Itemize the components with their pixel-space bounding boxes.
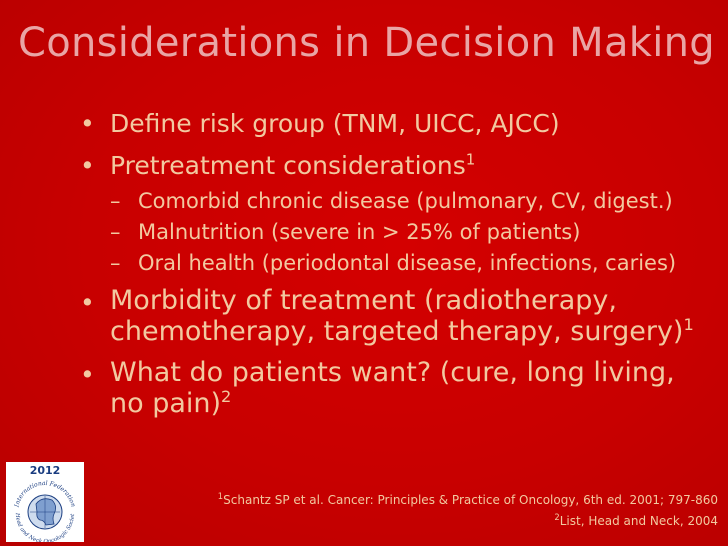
reference-marker: 1 <box>217 491 224 501</box>
reference-1: 1Schantz SP et al. Cancer: Principles & … <box>217 491 718 507</box>
footnote-marker: 2 <box>221 387 232 406</box>
bullet-morbidity: • Morbidity of treatment (radiotherapy, … <box>80 285 710 347</box>
sub-bullet-oral-health: – Oral health (periodontal disease, infe… <box>80 251 710 275</box>
sub-bullet-malnutrition: – Malnutrition (severe in > 25% of patie… <box>80 220 710 244</box>
reference-text: Schantz SP et al. Cancer: Principles & P… <box>223 493 718 507</box>
sub-bullet-text: Comorbid chronic disease (pulmonary, CV,… <box>138 189 673 213</box>
slide-title: Considerations in Decision Making <box>18 20 715 66</box>
sub-bullet-text: Oral health (periodontal disease, infect… <box>138 251 677 275</box>
bullet-marker: • <box>80 151 95 180</box>
sub-bullet-marker: – <box>110 251 121 275</box>
bullet-pretreatment: • Pretreatment considerations1 <box>80 151 710 181</box>
sub-bullet-marker: – <box>110 220 121 244</box>
bullet-text: What do patients want? (cure, long livin… <box>110 357 675 419</box>
bullet-patient-wishes: • What do patients want? (cure, long liv… <box>80 357 710 419</box>
bullet-marker: • <box>80 360 95 389</box>
footnote-marker: 1 <box>683 315 694 334</box>
bullet-risk-group: • Define risk group (TNM, UICC, AJCC) <box>80 109 710 139</box>
bullet-list: • Define risk group (TNM, UICC, AJCC) • … <box>80 109 710 429</box>
reference-text: List, Head and Neck, 2004 <box>559 514 718 528</box>
bullet-text: Pretreatment considerations <box>110 151 466 180</box>
bullet-marker: • <box>80 288 95 317</box>
reference-2: 2List, Head and Neck, 2004 <box>554 512 718 528</box>
logo-year: 2012 <box>29 464 61 477</box>
sub-bullet-text: Malnutrition (severe in > 25% of patient… <box>138 220 581 244</box>
ifhnos-logo: 2012 International Federation of Head an… <box>6 462 84 542</box>
bullet-text: Define risk group (TNM, UICC, AJCC) <box>110 109 560 138</box>
globe-head-icon: International Federation of Head and Nec… <box>6 462 77 542</box>
reference-marker: 2 <box>554 512 560 522</box>
footnote-marker: 1 <box>465 150 476 169</box>
sub-bullet-comorbid: – Comorbid chronic disease (pulmonary, C… <box>80 189 710 213</box>
bullet-marker: • <box>80 109 95 138</box>
sub-bullet-marker: – <box>110 189 121 213</box>
bullet-text: Morbidity of treatment (radiotherapy, ch… <box>110 285 684 347</box>
